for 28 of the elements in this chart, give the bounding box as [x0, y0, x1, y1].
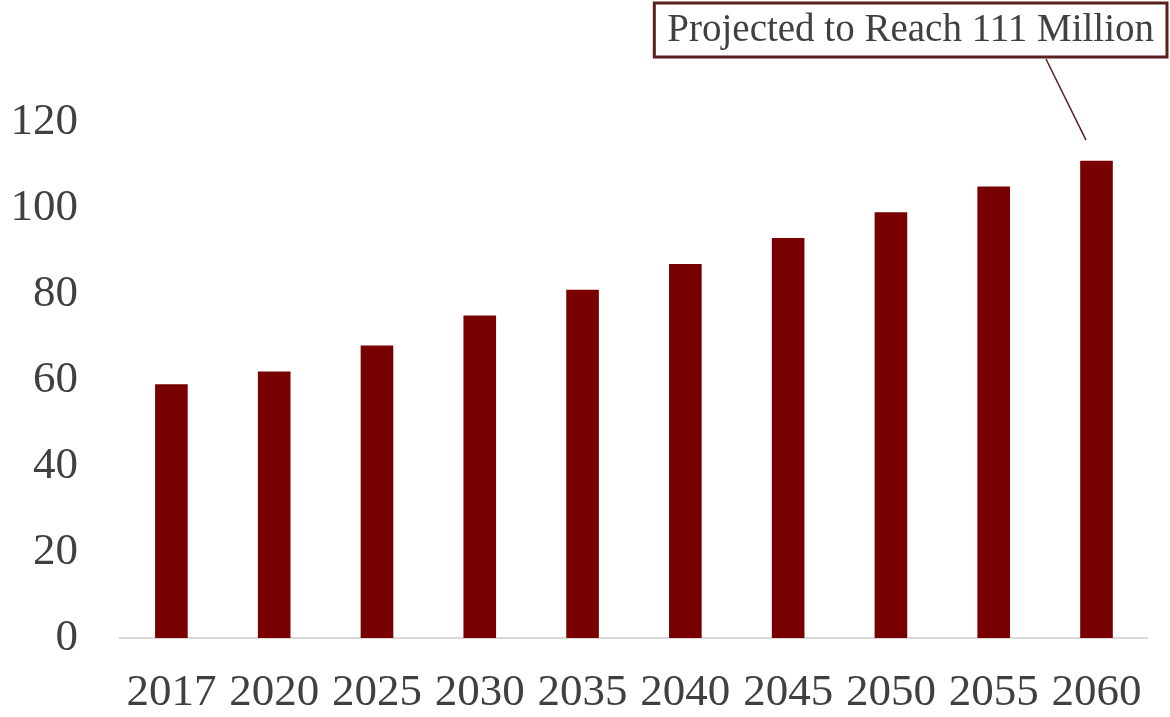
bar: [566, 289, 599, 638]
bar: [874, 212, 908, 638]
bar: [669, 263, 702, 638]
bar: [155, 384, 188, 638]
y-tick-label: 100: [10, 179, 78, 230]
x-tick-label: 2025: [331, 664, 422, 715]
bar: [360, 345, 394, 638]
x-tick-label: 2035: [537, 664, 628, 715]
x-tick-label: 2045: [743, 664, 834, 715]
bar: [257, 371, 291, 638]
y-tick-label: 120: [10, 93, 78, 144]
annotation: Projected to Reach 111 Million: [667, 6, 1155, 51]
y-tick-label: 0: [55, 609, 78, 660]
bar: [771, 238, 805, 638]
y-tick-label: 80: [33, 265, 78, 316]
x-tick-label: 2060: [1051, 664, 1142, 715]
x-tick-label: 2040: [640, 664, 731, 715]
y-tick-label: 20: [33, 523, 78, 574]
x-tick-label: 2017: [126, 664, 217, 715]
bar: [977, 186, 1011, 638]
bar: [1080, 160, 1113, 638]
x-tick-label: 2020: [229, 664, 320, 715]
x-tick-label: 2050: [845, 664, 936, 715]
y-tick-label: 60: [33, 351, 78, 402]
x-tick-label: 2030: [434, 664, 525, 715]
bar: [463, 315, 497, 638]
x-tick-label: 2055: [948, 664, 1039, 715]
y-tick-label: 40: [33, 437, 78, 488]
